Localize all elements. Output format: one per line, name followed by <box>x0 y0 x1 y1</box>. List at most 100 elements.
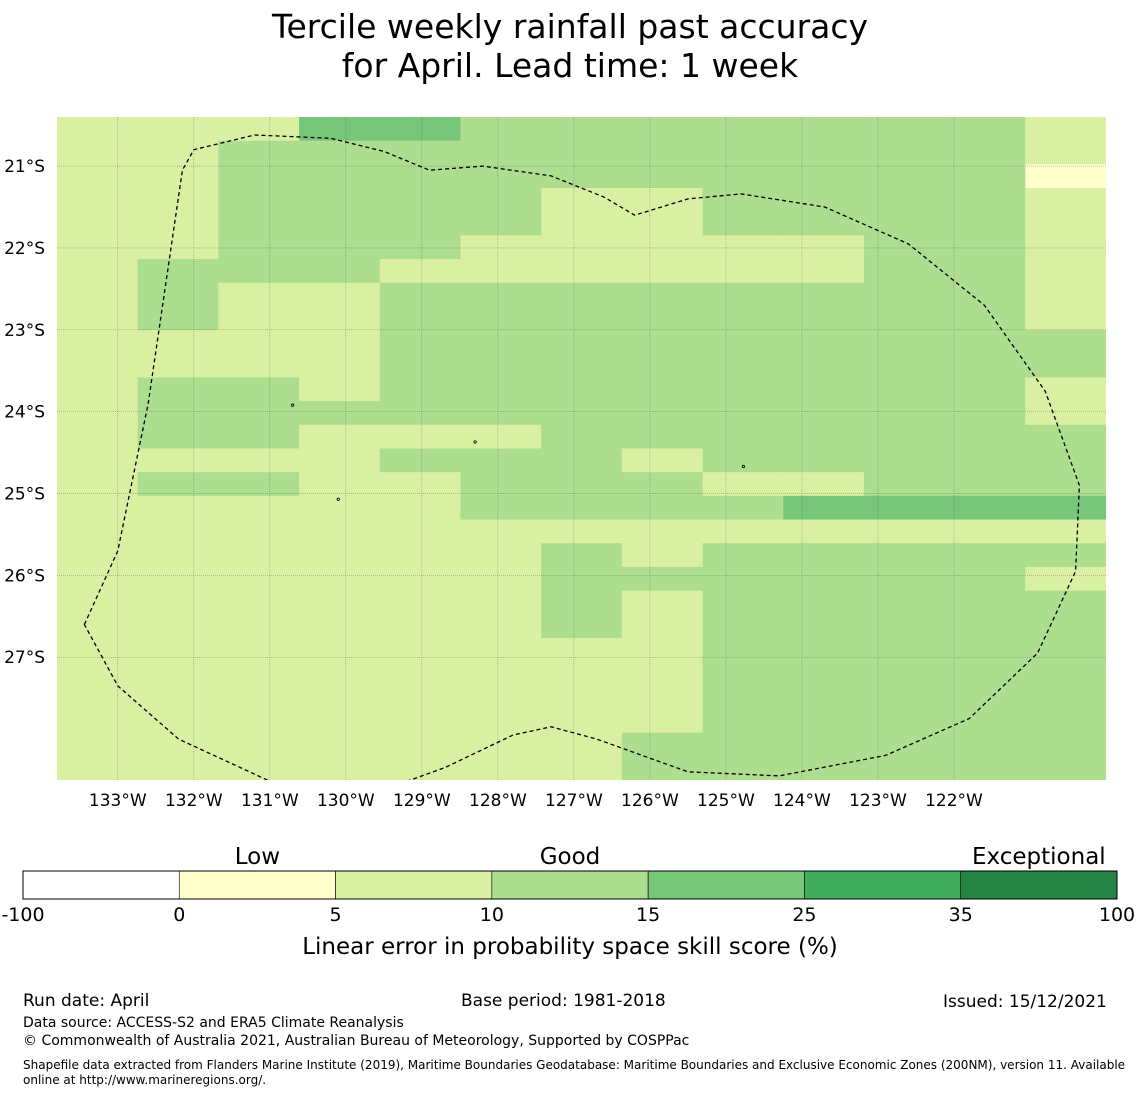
skill-cell <box>1025 495 1106 521</box>
skill-cell <box>460 732 542 757</box>
skill-cell <box>783 472 865 497</box>
skill-cell <box>379 614 462 639</box>
skill-cell <box>541 140 623 165</box>
skill-cell <box>57 330 139 355</box>
skill-cell <box>460 590 542 615</box>
island-marker <box>741 464 746 469</box>
skill-cell <box>621 637 704 663</box>
skill-cell <box>1025 164 1106 189</box>
colorbar-segment <box>647 870 805 900</box>
run-date: Run date: April <box>23 991 150 1011</box>
skill-cell <box>379 377 462 402</box>
skill-cell <box>57 401 139 426</box>
base-period: Base period: 1981-2018 <box>461 991 666 1011</box>
skill-cell <box>702 377 784 402</box>
skill-cell <box>299 282 381 308</box>
skill-cell <box>783 282 865 308</box>
colorbar-title: Linear error in probability space skill … <box>302 934 838 960</box>
skill-cell <box>379 637 462 663</box>
skill-cell <box>218 566 300 592</box>
skill-cell <box>863 637 946 663</box>
skill-cell <box>1025 282 1106 308</box>
skill-cell <box>541 424 623 450</box>
skill-cell <box>57 424 139 450</box>
skill-cell <box>783 566 865 592</box>
skill-cell <box>379 566 462 592</box>
skill-cell <box>702 756 784 780</box>
skill-cell <box>541 472 623 497</box>
eez-boundary <box>83 134 1081 780</box>
skill-cell <box>299 353 381 379</box>
map-title-line-2: for April. Lead time: 1 week <box>341 46 799 85</box>
skill-cell <box>460 140 542 165</box>
skill-cell <box>218 661 300 686</box>
skill-cell <box>944 732 1026 757</box>
skill-cell <box>702 519 784 544</box>
skill-cell <box>702 401 784 426</box>
skill-cell <box>783 732 865 757</box>
skill-cell <box>863 708 946 734</box>
skill-cell <box>379 330 462 355</box>
skill-cell <box>863 424 946 450</box>
skill-cell <box>1025 188 1106 213</box>
skill-cell <box>379 472 462 497</box>
skill-cell <box>137 164 219 189</box>
skill-cell <box>783 495 865 521</box>
skill-cell <box>137 140 219 165</box>
colorbar-segment <box>804 870 962 900</box>
skill-cell <box>299 614 381 639</box>
colorbar: -100 0 5 10 15 25 35 100 Low Good Exceptional Linea… <box>1 844 1135 960</box>
skill-cell <box>702 495 784 521</box>
skill-cell <box>863 543 946 568</box>
skill-cell <box>218 590 300 615</box>
lon-tick-label: 124°W <box>773 791 831 811</box>
skill-cell <box>541 164 623 189</box>
skill-cell <box>863 282 946 308</box>
skill-cell <box>541 117 623 142</box>
skill-cell <box>541 401 623 426</box>
colorbar-segment <box>960 870 1118 900</box>
skill-cell <box>299 259 381 284</box>
skill-cell <box>218 401 300 426</box>
skill-cell <box>57 566 139 592</box>
skill-cell <box>944 401 1026 426</box>
colorbar-tick-label: 100 <box>1099 904 1135 926</box>
skill-cell <box>137 117 219 142</box>
skill-cell <box>783 543 865 568</box>
skill-cell <box>863 117 946 142</box>
skill-cell <box>702 235 784 260</box>
skill-cell <box>1025 235 1106 260</box>
skill-cell <box>57 519 139 544</box>
skill-cell <box>1025 661 1106 686</box>
skill-cell <box>379 685 462 710</box>
skill-cell <box>702 448 784 473</box>
skill-cell <box>218 708 300 734</box>
skill-cell <box>379 282 462 308</box>
skill-cell <box>783 590 865 615</box>
skill-cell <box>541 543 623 568</box>
lon-tick-label: 129°W <box>393 791 451 811</box>
lon-tick-label: 132°W <box>165 791 223 811</box>
skill-cell <box>299 140 381 165</box>
skill-cell <box>460 282 542 308</box>
lon-tick-label: 133°W <box>89 791 147 811</box>
skill-cell <box>702 685 784 710</box>
skill-cell <box>1025 685 1106 710</box>
skill-cell <box>460 330 542 355</box>
skill-cell <box>702 732 784 757</box>
skill-cell <box>218 732 300 757</box>
skill-cell <box>621 732 704 757</box>
skill-cell <box>541 661 623 686</box>
skill-cell <box>621 685 704 710</box>
colorbar-segment <box>335 870 493 900</box>
skill-cell <box>621 495 704 521</box>
skill-cell <box>541 211 623 236</box>
skill-cell <box>218 259 300 284</box>
skill-cell <box>218 448 300 473</box>
skill-cell <box>541 685 623 710</box>
skill-cell <box>137 590 219 615</box>
skill-cell <box>137 306 219 331</box>
skill-cell <box>57 708 139 734</box>
skill-cell <box>218 543 300 568</box>
skill-cell <box>621 424 704 450</box>
